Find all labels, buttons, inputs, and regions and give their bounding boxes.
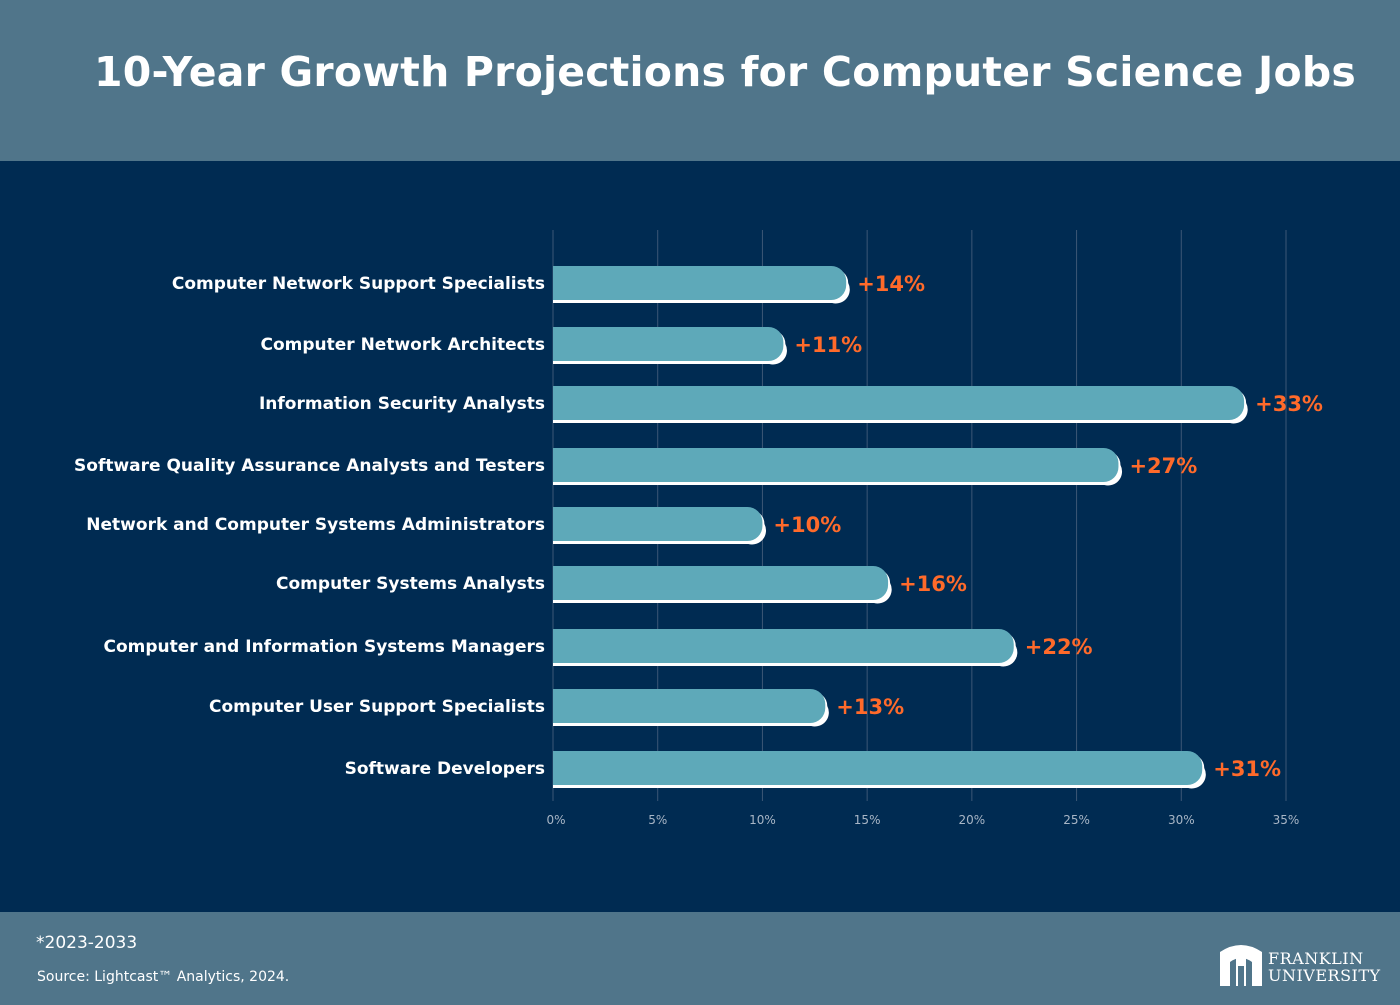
category-label: Software Developers [345,759,545,779]
date-range-note: *2023-2033 [36,933,138,953]
page-title: 10-Year Growth Projections for Computer … [94,48,1356,96]
value-label: +31% [1213,757,1281,781]
category-label: Computer User Support Specialists [209,697,545,717]
value-label: +33% [1255,392,1323,416]
bar [553,629,1014,663]
value-label: +13% [836,695,904,719]
category-label: Software Quality Assurance Analysts and … [74,456,545,476]
bar-chart: 0% 5% 10% 15% 20% 25% 30% 35% Computer Network S… [74,230,1323,827]
source-note: Source: Lightcast™ Analytics, 2024. [37,969,290,985]
header-band: 10-Year Growth Projections for Computer … [0,0,1400,161]
bar [553,327,784,361]
arch-icon [1220,945,1262,986]
value-label: +27% [1129,454,1197,478]
x-tick-label: 30% [1168,813,1195,827]
bar [553,507,763,541]
x-tick-label: 5% [648,813,667,827]
bar [553,266,847,300]
x-tick-label: 15% [854,813,881,827]
category-label: Information Security Analysts [259,394,545,414]
value-label: +16% [899,572,967,596]
category-label: Computer Network Architects [260,335,545,355]
bar [553,566,889,600]
bar [553,689,826,723]
category-label: Computer Systems Analysts [276,574,545,594]
bar [553,386,1245,420]
footer-band: *2023-2033 Source: Lightcast™ Analytics,… [0,912,1400,1005]
x-tick-label: 20% [959,813,986,827]
category-label: Computer and Information Systems Manager… [103,637,545,657]
value-label: +22% [1025,635,1093,659]
value-label: +11% [794,333,862,357]
category-label: Network and Computer Systems Administrat… [86,515,545,535]
x-tick-label: 0% [546,813,565,827]
franklin-university-logo: FRANKLIN UNIVERSITY [1218,936,1381,988]
bar [553,448,1119,482]
bar [553,751,1203,785]
x-tick-label: 35% [1273,813,1300,827]
logo-line-2: UNIVERSITY [1268,966,1381,985]
value-label: +14% [857,272,925,296]
category-label: Computer Network Support Specialists [172,274,545,294]
logo-line-1: FRANKLIN [1268,949,1364,968]
x-tick-label: 10% [749,813,776,827]
x-tick-label: 25% [1063,813,1090,827]
value-label: +10% [773,513,841,537]
